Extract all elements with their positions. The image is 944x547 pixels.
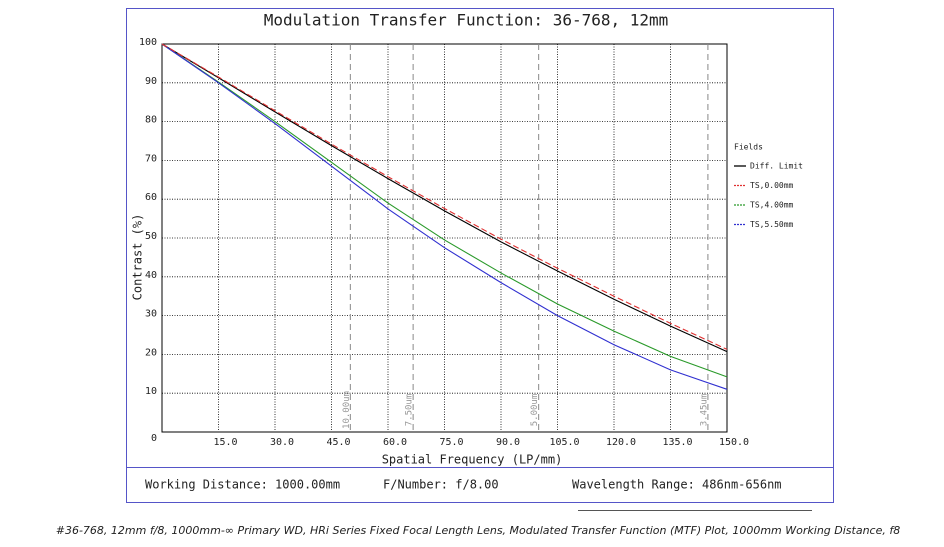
y-tick-label: 80 bbox=[145, 115, 157, 126]
legend-label: TS,0.00mm bbox=[750, 181, 794, 190]
x-tick-label: 105.0 bbox=[549, 437, 579, 448]
x-tick-label: 60.0 bbox=[383, 437, 407, 448]
y-tick-label: 10 bbox=[145, 386, 157, 397]
x-tick-label: 45.0 bbox=[326, 437, 350, 448]
frame bbox=[126, 8, 834, 503]
x-tick-label: 90.0 bbox=[496, 437, 520, 448]
y-tick-label: 90 bbox=[145, 76, 157, 87]
legend-label: TS,5.50mm bbox=[750, 220, 794, 229]
series-line bbox=[161, 43, 728, 378]
y-tick-label: 40 bbox=[145, 270, 157, 281]
footer-item: Wavelength Range: 486nm-656nm bbox=[572, 478, 782, 492]
y-axis-title: Contrast (%) bbox=[131, 214, 145, 301]
x-axis-title: Spatial Frequency (LP/mm) bbox=[382, 453, 563, 467]
y-tick-label: 50 bbox=[145, 231, 157, 242]
y-tick-label: 70 bbox=[145, 153, 157, 164]
plot-frame bbox=[161, 43, 728, 433]
sensor-marker-label: 5.00um bbox=[530, 394, 540, 427]
series-line bbox=[161, 43, 728, 353]
x-tick-label: 75.0 bbox=[439, 437, 463, 448]
x-tick-label: 135.0 bbox=[662, 437, 692, 448]
y-tick-label: 60 bbox=[145, 192, 157, 203]
legend-title: Fields bbox=[734, 143, 763, 152]
y-tick-label: 0 bbox=[151, 433, 157, 444]
footer-item: Working Distance: 1000.00mm bbox=[145, 478, 340, 492]
caption: #36-768, 12mm f/8, 1000mm-∞ Primary WD, … bbox=[56, 524, 901, 537]
x-tick-label: 150.0 bbox=[719, 437, 749, 448]
series-line bbox=[161, 43, 728, 350]
y-tick-label: 100 bbox=[139, 37, 157, 48]
sensor-marker-label: 10.00um bbox=[342, 391, 352, 429]
sensor-marker-label: 3.45um bbox=[699, 394, 709, 427]
y-tick-label: 30 bbox=[145, 309, 157, 320]
sensor-marker-label: 7.50um bbox=[405, 394, 415, 427]
footer-item: F/Number: f/8.00 bbox=[383, 478, 499, 492]
x-tick-label: 30.0 bbox=[270, 437, 294, 448]
series-line bbox=[161, 43, 728, 390]
legend-label: Diff. Limit bbox=[750, 162, 803, 171]
chart-title: Modulation Transfer Function: 36-768, 12… bbox=[264, 11, 669, 30]
x-tick-label: 120.0 bbox=[606, 437, 636, 448]
y-tick-label: 20 bbox=[145, 347, 157, 358]
legend-label: TS,4.00mm bbox=[750, 201, 794, 210]
x-tick-label: 15.0 bbox=[213, 437, 237, 448]
